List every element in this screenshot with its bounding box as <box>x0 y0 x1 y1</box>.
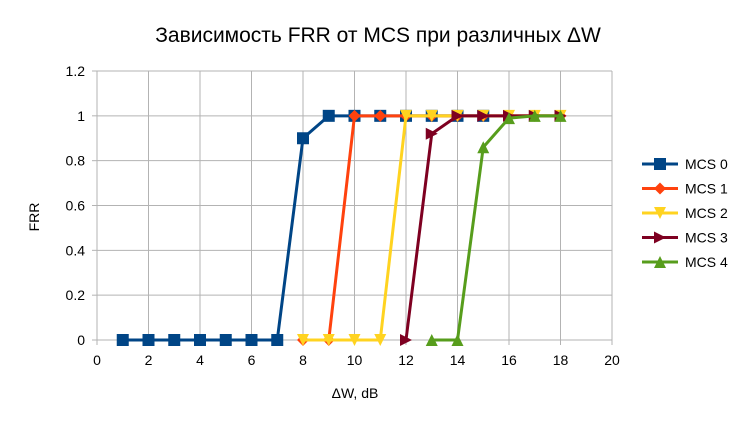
data-point <box>425 334 438 346</box>
data-point <box>297 334 309 346</box>
data-point <box>477 141 490 154</box>
series-line <box>431 114 561 342</box>
data-point <box>219 334 232 346</box>
legend-item: MCS 4 <box>642 254 728 270</box>
data-point <box>322 109 335 122</box>
data-point <box>528 109 541 122</box>
x-axis-label: ΔW, dB <box>332 385 379 401</box>
legend-item: MCS 2 <box>642 205 728 221</box>
legend-label: MCS 0 <box>685 156 728 172</box>
data-point <box>425 127 438 140</box>
data-point <box>245 334 258 346</box>
data-point <box>425 109 438 122</box>
data-point <box>554 109 567 122</box>
x-tick-label: 12 <box>398 352 414 368</box>
x-tick-label: 16 <box>501 352 517 368</box>
data-point <box>348 109 361 122</box>
x-tick-label: 4 <box>196 352 204 368</box>
y-tick-label: 1 <box>77 108 85 124</box>
legend-item: MCS 1 <box>642 181 728 197</box>
legend-marker <box>654 182 666 195</box>
y-tick-label: 0.6 <box>66 198 86 214</box>
legend-label: MCS 1 <box>685 181 728 197</box>
data-point <box>116 334 129 346</box>
data-point <box>322 334 335 346</box>
x-tick-label: 8 <box>299 352 307 368</box>
x-tick-label: 14 <box>450 352 466 368</box>
data-point <box>194 334 206 346</box>
data-point <box>400 334 412 346</box>
y-axis-label: FRR <box>26 203 42 232</box>
data-point <box>451 334 464 346</box>
data-point <box>503 112 515 125</box>
legend-label: MCS 4 <box>685 254 728 270</box>
x-tick-label: 6 <box>248 352 256 368</box>
legend-marker <box>654 256 666 268</box>
chart-title: Зависимость FRR от MCS при различных ΔW <box>155 24 601 47</box>
series-4 <box>425 109 567 346</box>
series-line <box>303 114 561 342</box>
y-tick-label: 0 <box>77 332 85 348</box>
y-tick-label: 0.2 <box>66 287 86 303</box>
data-point <box>142 334 155 346</box>
legend-item: MCS 0 <box>642 156 728 172</box>
data-point <box>374 109 387 122</box>
legend-label: MCS 3 <box>685 230 728 246</box>
data-point <box>168 334 181 346</box>
data-point <box>348 334 361 346</box>
data-point <box>477 109 490 122</box>
legend: MCS 0 MCS 1 MCS 2 MCS 3 MCS 4 <box>642 156 728 270</box>
data-point <box>271 334 284 346</box>
y-tick-label: 1.2 <box>66 63 86 79</box>
legend-marker <box>654 231 666 244</box>
data-point <box>400 109 412 122</box>
x-tick-label: 10 <box>347 352 363 368</box>
legend-marker <box>654 207 666 219</box>
data-point <box>374 334 387 346</box>
plot-area <box>116 109 567 346</box>
x-tick-label: 18 <box>553 352 569 368</box>
legend-label: MCS 2 <box>685 205 728 221</box>
x-tick-label: 2 <box>145 352 153 368</box>
data-point <box>297 132 309 145</box>
x-tick-label: 0 <box>93 352 101 368</box>
data-point <box>451 109 464 122</box>
y-tick-label: 0.8 <box>66 153 86 169</box>
y-tick-label: 0.4 <box>66 242 86 258</box>
legend-item: MCS 3 <box>642 230 728 246</box>
x-tick-label: 20 <box>604 352 620 368</box>
legend-marker <box>654 158 666 170</box>
